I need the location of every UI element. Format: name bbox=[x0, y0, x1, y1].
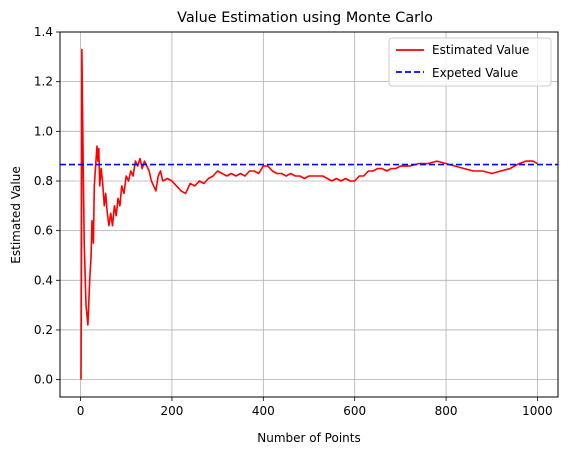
estimated-value-line bbox=[80, 48, 538, 380]
ticks: 0 200 400 600 800 1000 0.0 0.2 0.4 0.6 0.8 1.0 1.2 1.… bbox=[34, 25, 553, 418]
legend-label-expected: Expeted Value bbox=[432, 66, 518, 80]
y-tick-label: 1.0 bbox=[34, 124, 53, 138]
legend-label-estimated: Estimated Value bbox=[432, 43, 529, 57]
plot-area bbox=[60, 48, 558, 380]
y-tick-label: 1.4 bbox=[34, 25, 53, 39]
y-tick-label: 0.0 bbox=[34, 373, 53, 387]
y-tick-label: 0.6 bbox=[34, 224, 53, 238]
x-tick-label: 600 bbox=[343, 404, 366, 418]
axes-frame bbox=[59, 31, 559, 398]
y-axis-label: Estimated Value bbox=[9, 166, 23, 263]
y-tick-label: 1.2 bbox=[34, 75, 53, 89]
y-tick-label: 0.4 bbox=[34, 273, 53, 287]
legend: Estimated Value Expeted Value bbox=[388, 37, 552, 87]
x-axis-label: Number of Points bbox=[257, 431, 360, 445]
x-tick-label: 200 bbox=[160, 404, 183, 418]
x-tick-label: 0 bbox=[77, 404, 85, 418]
y-tick-label: 0.2 bbox=[34, 323, 53, 337]
chart-title: Value Estimation using Monte Carlo bbox=[177, 10, 433, 26]
y-tick-label: 0.8 bbox=[34, 174, 53, 188]
x-tick-label: 1000 bbox=[522, 404, 553, 418]
x-tick-label: 800 bbox=[435, 404, 458, 418]
legend-box bbox=[388, 37, 552, 87]
x-tick-label: 400 bbox=[252, 404, 275, 418]
